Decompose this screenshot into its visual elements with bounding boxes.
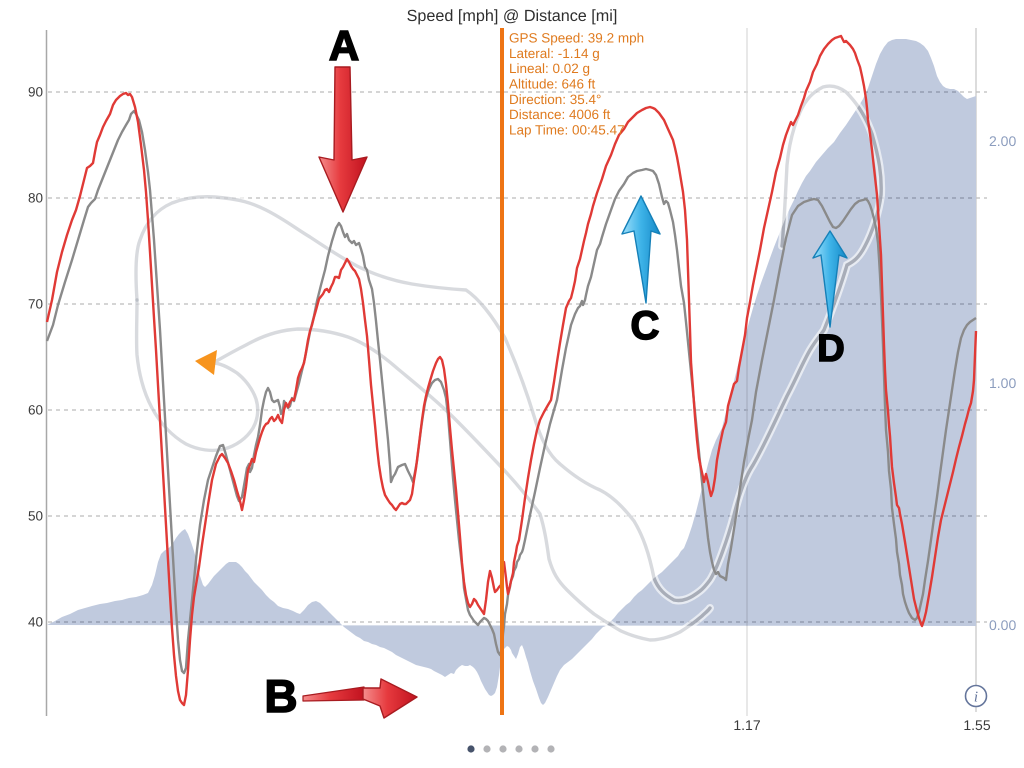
svg-text:C: C (631, 304, 660, 348)
svg-text:50: 50 (28, 509, 43, 524)
svg-text:Altitude: 646 ft: Altitude: 646 ft (509, 77, 596, 92)
svg-text:D: D (817, 328, 844, 370)
svg-text:GPS Speed: 39.2 mph: GPS Speed: 39.2 mph (509, 31, 644, 46)
svg-text:1.55: 1.55 (963, 717, 990, 733)
svg-text:2.00: 2.00 (989, 133, 1016, 149)
svg-text:Lap Time: 00:45.47: Lap Time: 00:45.47 (509, 123, 625, 138)
svg-text:1.00: 1.00 (989, 375, 1016, 391)
svg-text:B: B (264, 670, 297, 722)
svg-text:90: 90 (28, 85, 43, 100)
svg-text:Direction: 35.4°: Direction: 35.4° (509, 92, 601, 107)
svg-text:Lineal: 0.02 g: Lineal: 0.02 g (509, 61, 590, 76)
svg-text:Distance: 4006 ft: Distance: 4006 ft (509, 107, 611, 122)
svg-text:0.00: 0.00 (989, 617, 1016, 633)
svg-text:A: A (329, 22, 359, 69)
svg-text:80: 80 (28, 191, 43, 206)
svg-text:1.17: 1.17 (733, 717, 760, 733)
svg-text:60: 60 (28, 403, 43, 418)
svg-text:Speed [mph] @ Distance [mi]: Speed [mph] @ Distance [mi] (407, 7, 618, 25)
svg-text:40: 40 (28, 615, 43, 630)
svg-text:70: 70 (28, 297, 43, 312)
svg-text:i: i (974, 690, 978, 706)
svg-text:Lateral: -1.14 g: Lateral: -1.14 g (509, 46, 600, 61)
